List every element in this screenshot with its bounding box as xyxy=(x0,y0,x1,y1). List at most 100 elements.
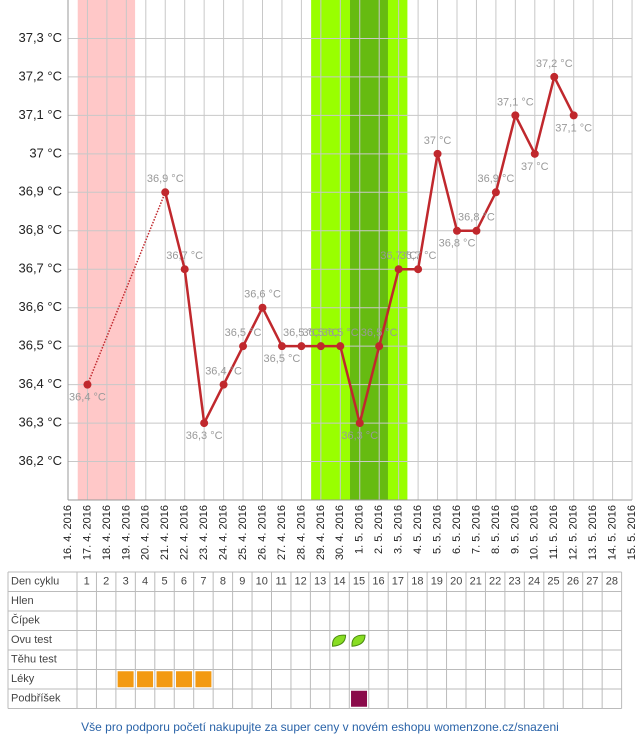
cycle-day: 23 xyxy=(509,576,521,588)
value-label: 36,5 °C xyxy=(283,327,320,339)
x-tick-label: 28. 4. 2016 xyxy=(295,505,307,560)
x-tick-label: 16. 4. 2016 xyxy=(62,505,74,560)
value-label: 36,8 °C xyxy=(439,238,476,250)
value-label: 37,2 °C xyxy=(536,58,573,70)
data-point xyxy=(530,149,539,158)
data-point xyxy=(550,72,559,81)
data-point xyxy=(83,380,92,389)
footer-link[interactable]: Vše pro podporu početí nakupujte za supe… xyxy=(81,720,559,734)
value-label: 37 °C xyxy=(521,161,549,173)
cycle-day: 18 xyxy=(411,576,423,588)
medication-mark xyxy=(137,671,154,688)
cycle-day: 8 xyxy=(220,576,226,588)
value-label: 36,5 °C xyxy=(264,353,301,365)
y-tick-label: 37,2 °C xyxy=(18,68,62,83)
cycle-day: 25 xyxy=(547,576,559,588)
cycle-day: 19 xyxy=(431,576,443,588)
y-tick-label: 36,7 °C xyxy=(18,261,62,276)
data-point xyxy=(219,380,228,389)
x-tick-label: 20. 4. 2016 xyxy=(140,505,152,560)
ovulation-band xyxy=(350,0,388,500)
x-tick-label: 8. 5. 2016 xyxy=(490,505,502,554)
value-label: 36,3 °C xyxy=(186,430,223,442)
table-header: Den cyklu xyxy=(11,576,59,588)
temperature-line xyxy=(164,73,575,428)
x-tick-label: 14. 5. 2016 xyxy=(607,505,619,560)
value-label: 36,5 °C xyxy=(361,327,398,339)
cycle-day: 2 xyxy=(103,576,109,588)
cycle-day: 27 xyxy=(586,576,598,588)
data-point xyxy=(258,303,267,312)
cycle-day: 17 xyxy=(392,576,404,588)
data-point xyxy=(200,419,209,428)
x-tick-label: 10. 5. 2016 xyxy=(529,505,541,560)
data-point xyxy=(239,342,248,351)
cycle-day: 12 xyxy=(295,576,307,588)
value-label: 36,8 °C xyxy=(458,212,495,224)
data-point xyxy=(375,342,384,351)
cycle-day: 6 xyxy=(181,576,187,588)
x-tick-label: 5. 5. 2016 xyxy=(431,505,443,554)
row-label: Léky xyxy=(11,673,35,685)
x-tick-label: 24. 4. 2016 xyxy=(218,505,230,560)
x-tick-label: 1. 5. 2016 xyxy=(354,505,366,554)
value-label: 36,7 °C xyxy=(400,250,437,262)
x-tick-label: 29. 4. 2016 xyxy=(315,505,327,560)
data-point xyxy=(394,265,403,274)
x-tick-label: 12. 5. 2016 xyxy=(568,505,580,560)
x-tick-label: 18. 4. 2016 xyxy=(101,505,113,560)
data-point xyxy=(336,342,345,351)
data-point xyxy=(180,265,189,274)
x-tick-label: 30. 4. 2016 xyxy=(334,505,346,560)
medication-mark xyxy=(117,671,134,688)
x-tick-label: 9. 5. 2016 xyxy=(509,505,521,554)
value-label: 36,4 °C xyxy=(69,392,106,404)
value-label: 36,3 °C xyxy=(341,430,378,442)
value-label: 37,1 °C xyxy=(497,96,534,108)
value-label: 37,1 °C xyxy=(555,122,592,134)
data-point xyxy=(414,265,423,274)
cycle-day: 1 xyxy=(84,576,90,588)
data-point xyxy=(316,342,325,351)
belly-mark xyxy=(351,690,368,707)
y-tick-label: 36,2 °C xyxy=(18,453,62,468)
row-label: Čípek xyxy=(11,614,40,627)
row-label: Ovu test xyxy=(11,634,52,646)
y-tick-label: 37,3 °C xyxy=(18,30,62,45)
data-point xyxy=(433,149,442,158)
cycle-day: 9 xyxy=(239,576,245,588)
x-tick-label: 27. 4. 2016 xyxy=(276,505,288,560)
x-tick-label: 7. 5. 2016 xyxy=(470,505,482,554)
cycle-day: 21 xyxy=(470,576,482,588)
data-point xyxy=(491,188,500,197)
cycle-day: 7 xyxy=(200,576,206,588)
y-tick-label: 36,8 °C xyxy=(18,222,62,237)
ovu-test-icon xyxy=(351,634,366,647)
data-point xyxy=(161,188,170,197)
x-tick-label: 19. 4. 2016 xyxy=(120,505,132,560)
value-label: 36,5 °C xyxy=(302,327,339,339)
x-tick-label: 22. 4. 2016 xyxy=(179,505,191,560)
value-label: 36,5 °C xyxy=(322,327,359,339)
data-point xyxy=(569,111,578,120)
cycle-day: 13 xyxy=(314,576,326,588)
cycle-day: 26 xyxy=(567,576,579,588)
y-tick-label: 36,3 °C xyxy=(18,415,62,430)
medication-mark xyxy=(175,671,192,688)
value-label: 36,4 °C xyxy=(205,366,242,378)
cycle-day: 3 xyxy=(123,576,129,588)
value-label: 36,9 °C xyxy=(477,173,514,185)
value-label: 37 °C xyxy=(424,135,452,147)
value-label: 36,9 °C xyxy=(147,173,184,185)
x-tick-label: 4. 5. 2016 xyxy=(412,505,424,554)
value-label: 36,5 °C xyxy=(225,327,262,339)
value-label: 36,7 °C xyxy=(380,250,417,262)
x-tick-label: 15. 5. 2016 xyxy=(626,505,638,560)
y-tick-label: 36,5 °C xyxy=(18,338,62,353)
y-tick-label: 37,1 °C xyxy=(18,107,62,122)
x-tick-label: 6. 5. 2016 xyxy=(451,505,463,554)
x-tick-label: 13. 5. 2016 xyxy=(587,505,599,560)
value-label: 36,7 °C xyxy=(166,250,203,262)
